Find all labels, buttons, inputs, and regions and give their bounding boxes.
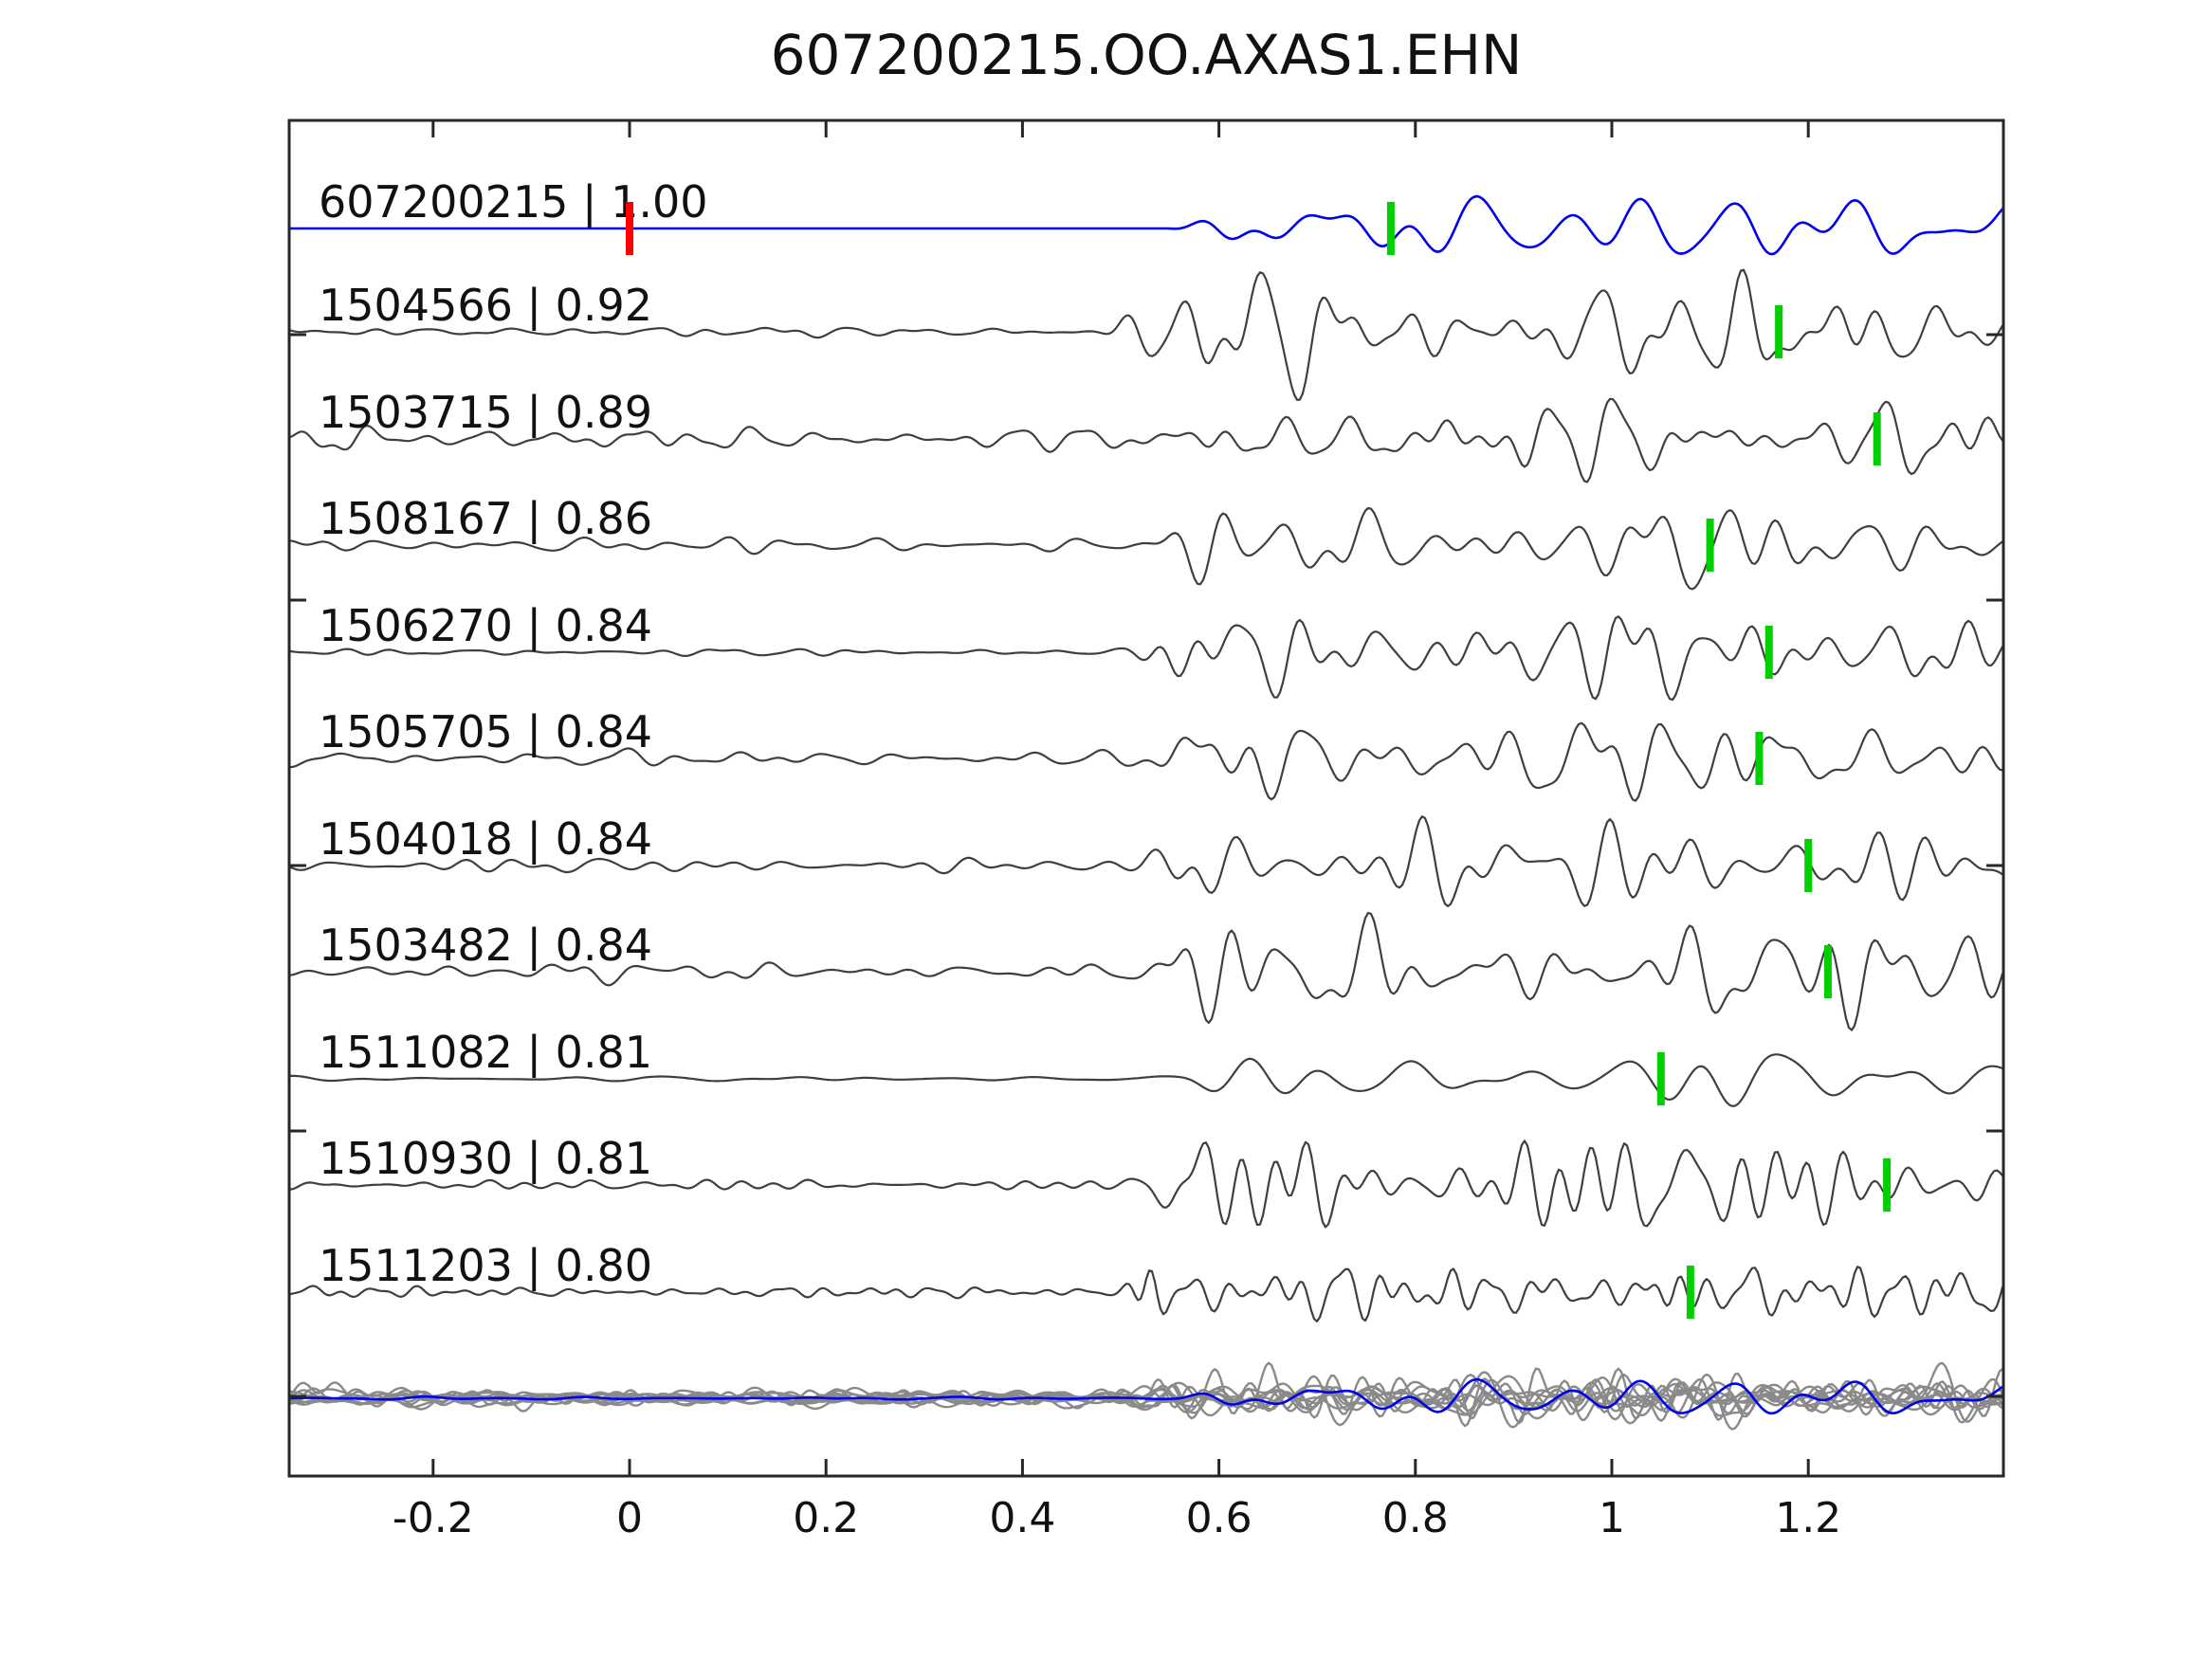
trace-label: 1503482 | 0.84 bbox=[319, 920, 652, 972]
detection-trace bbox=[289, 1266, 2003, 1322]
pick-marker bbox=[1873, 412, 1881, 465]
detection-trace bbox=[289, 397, 2003, 483]
x-tick-label: 0.4 bbox=[989, 1494, 1055, 1542]
plot-frame bbox=[287, 118, 2005, 1478]
detection-trace bbox=[289, 1139, 2003, 1229]
page-title: 607200215.OO.AXAS1.EHN bbox=[771, 23, 1523, 87]
x-tick-label: 0.8 bbox=[1382, 1494, 1449, 1542]
pick-marker bbox=[1656, 1052, 1665, 1105]
x-tick-label: 0.6 bbox=[1186, 1494, 1252, 1542]
pick-marker bbox=[1804, 839, 1813, 892]
trace-label: 1511203 | 0.80 bbox=[319, 1240, 652, 1292]
detection-trace bbox=[289, 268, 2003, 401]
x-tick-label: 0 bbox=[616, 1494, 643, 1542]
detection-trace bbox=[289, 1053, 2003, 1107]
overlay-template-trace bbox=[289, 1377, 2003, 1415]
detection-trace bbox=[289, 721, 2003, 802]
template-trace bbox=[289, 194, 2003, 256]
x-tick-label: -0.2 bbox=[393, 1494, 474, 1542]
detection-trace bbox=[289, 911, 2003, 1031]
pick-marker bbox=[1883, 1158, 1892, 1212]
trace-label: 607200215 | 1.00 bbox=[319, 176, 708, 228]
x-tick-label: 0.2 bbox=[793, 1494, 859, 1542]
trace-label: 1506270 | 0.84 bbox=[319, 600, 652, 652]
detection-trace bbox=[289, 506, 2003, 591]
pick-marker bbox=[1823, 945, 1832, 998]
origin-marker bbox=[626, 202, 633, 255]
detection-trace bbox=[289, 815, 2003, 908]
pick-marker bbox=[1755, 732, 1764, 785]
trace-label: 1505705 | 0.84 bbox=[319, 706, 652, 758]
trace-label: 1504566 | 0.92 bbox=[319, 280, 652, 332]
x-tick-label: 1 bbox=[1599, 1494, 1625, 1542]
pick-marker bbox=[1706, 519, 1714, 572]
pick-marker bbox=[1386, 202, 1395, 255]
x-tick-label: 1.2 bbox=[1775, 1494, 1841, 1542]
pick-marker bbox=[1686, 1266, 1694, 1319]
trace-label: 1508167 | 0.86 bbox=[319, 493, 652, 545]
trace-label: 1504018 | 0.84 bbox=[319, 813, 652, 866]
pick-marker bbox=[1764, 626, 1773, 679]
trace-label: 1503715 | 0.89 bbox=[319, 387, 652, 439]
pick-marker bbox=[1775, 305, 1783, 358]
trace-label: 1510930 | 0.81 bbox=[319, 1133, 652, 1185]
trace-label: 1511082 | 0.81 bbox=[319, 1027, 652, 1079]
detection-trace bbox=[289, 615, 2003, 702]
